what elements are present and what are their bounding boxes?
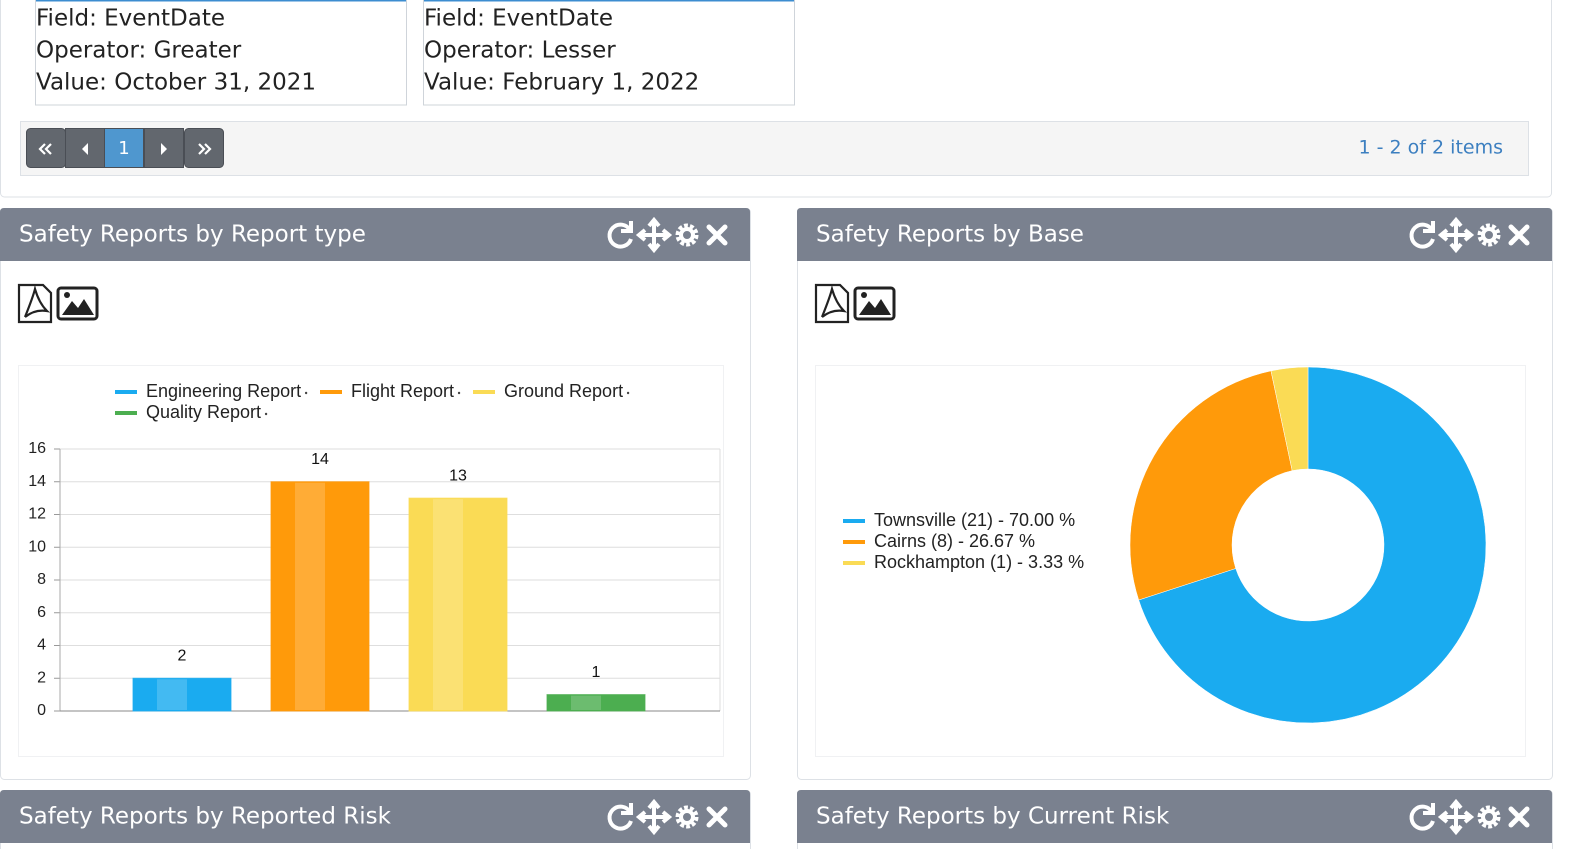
image-export-sun xyxy=(861,292,867,298)
page-button[interactable] xyxy=(104,128,144,168)
image-export-glyph xyxy=(859,299,891,315)
pager: 1 xyxy=(26,128,224,168)
bar xyxy=(546,694,646,712)
data-label: 14 xyxy=(311,451,329,468)
legend-separator xyxy=(457,391,461,395)
bar xyxy=(408,497,508,712)
filter-line: Operator: Lesser xyxy=(424,38,616,64)
bar-shine xyxy=(571,695,601,710)
data-label: 13 xyxy=(449,467,467,484)
y-tick-label: 10 xyxy=(28,538,46,555)
prev-icon xyxy=(82,143,88,155)
move-icon[interactable] xyxy=(1437,216,1475,254)
bar-shine xyxy=(157,679,187,710)
y-tick-label: 16 xyxy=(28,440,46,457)
legend-label: Cairns (8) - 26.67 % xyxy=(874,531,1035,551)
data-label: 2 xyxy=(178,647,187,664)
filter-line: Field: EventDate xyxy=(424,6,613,32)
y-tick-label: 0 xyxy=(37,702,46,719)
widget-title: Safety Reports by Report type xyxy=(19,222,366,248)
data-label: 1 xyxy=(592,664,601,681)
refresh-icon[interactable] xyxy=(1409,803,1435,831)
widget-header xyxy=(0,208,750,261)
next-icon xyxy=(161,143,167,155)
y-tick-label: 8 xyxy=(37,571,46,588)
y-tick-label: 4 xyxy=(37,637,46,654)
bar-shine xyxy=(295,482,325,710)
filter-line: Value: February 1, 2022 xyxy=(424,70,699,96)
close-icon[interactable] xyxy=(706,224,728,246)
legend-label: Engineering Report xyxy=(146,381,301,401)
donut-slice xyxy=(1270,366,1309,471)
y-tick-label: 2 xyxy=(37,669,46,686)
image-export-glyph xyxy=(62,299,94,315)
y-tick-label: 6 xyxy=(37,604,46,621)
close-icon[interactable] xyxy=(706,806,728,828)
pdf-export-icon[interactable] xyxy=(814,283,850,324)
widget-header xyxy=(797,790,1552,843)
legend-label: Flight Report xyxy=(351,381,454,401)
legend-label: Quality Report xyxy=(146,402,261,422)
pager-summary: 1 - 2 of 2 items xyxy=(1359,137,1503,159)
widget-title: Safety Reports by Base xyxy=(816,222,1084,248)
bar xyxy=(132,677,232,712)
refresh-icon[interactable] xyxy=(1409,221,1435,249)
legend-separator xyxy=(626,391,630,395)
filter-card xyxy=(423,0,795,106)
first-icon xyxy=(38,143,52,155)
widget-title: Safety Reports by Current Risk xyxy=(816,804,1170,830)
bar xyxy=(270,481,370,712)
settings-icon-core xyxy=(679,809,695,825)
pager-bar xyxy=(20,121,1529,176)
close-icon[interactable] xyxy=(1508,806,1530,828)
move-icon[interactable] xyxy=(635,798,673,836)
filter-line: Value: October 31, 2021 xyxy=(36,70,316,96)
donut-slice xyxy=(1129,370,1293,601)
legend-separator xyxy=(304,391,308,395)
move-icon[interactable] xyxy=(1437,798,1475,836)
last-icon xyxy=(198,143,212,155)
refresh-icon[interactable] xyxy=(607,221,633,249)
page-number[interactable]: 1 xyxy=(118,138,129,159)
donut-slice xyxy=(1138,366,1487,724)
pdf-export-icon[interactable] xyxy=(17,283,53,324)
bar-shine xyxy=(433,499,463,710)
move-icon[interactable] xyxy=(635,216,673,254)
widget-header xyxy=(797,208,1552,261)
widget-title: Safety Reports by Reported Risk xyxy=(19,804,392,830)
filter-card xyxy=(35,0,407,106)
legend-separator xyxy=(264,412,268,416)
filter-line: Operator: Greater xyxy=(36,38,242,64)
refresh-icon[interactable] xyxy=(607,803,633,831)
widget-header xyxy=(0,790,750,843)
settings-icon-core xyxy=(1481,227,1497,243)
filter-line: Field: EventDate xyxy=(36,6,225,32)
settings-icon-core xyxy=(679,227,695,243)
y-tick-label: 12 xyxy=(28,506,46,523)
legend-label: Townsville (21) - 70.00 % xyxy=(874,510,1075,530)
legend-label: Rockhampton (1) - 3.33 % xyxy=(874,552,1084,572)
close-icon[interactable] xyxy=(1508,224,1530,246)
settings-icon-core xyxy=(1481,809,1497,825)
widgets: Safety Reports by Report type02468101214… xyxy=(0,208,1553,849)
image-export-sun xyxy=(64,292,70,298)
y-tick-label: 14 xyxy=(28,473,46,490)
legend-label: Ground Report xyxy=(504,381,623,401)
